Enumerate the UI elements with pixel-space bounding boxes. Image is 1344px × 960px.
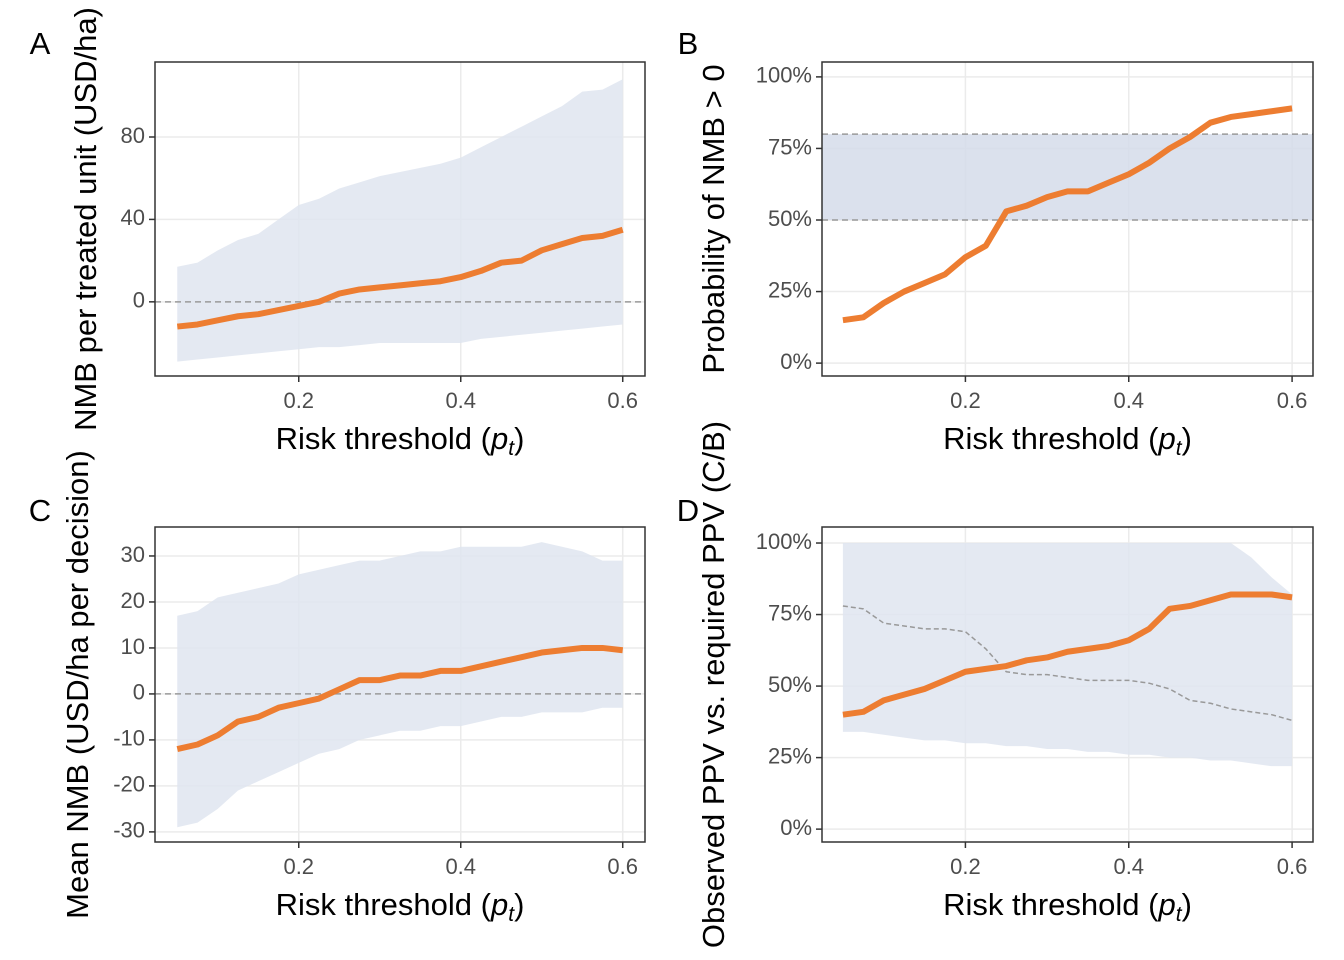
y-tick-label: 0% [780, 349, 812, 374]
panel: -30 -20 -10 0 10 20 30 0.2 0.4 0.6 Risk threshold … [29, 450, 646, 926]
panel-letter: B [678, 26, 699, 61]
x-label-close: ) [514, 421, 524, 456]
x-axis-label: Risk threshold (pt) [943, 421, 1192, 459]
median-line [842, 591, 1293, 718]
y-tick-label: 25% [768, 277, 812, 302]
y-tick-label: 25% [768, 743, 812, 768]
y-axis-label: Observed PPV vs. required PPV (C/B) [696, 421, 731, 948]
y-tick-label: 40 [121, 205, 145, 230]
x-tick-label: 0.2 [950, 388, 981, 413]
x-label-close: ) [1182, 887, 1192, 922]
y-tick-label: 75% [768, 600, 812, 625]
panel-letter: D [677, 493, 699, 528]
x-label-var: p [490, 421, 508, 456]
x-axis-label: Risk threshold (pt) [276, 887, 525, 925]
panel-border [154, 526, 646, 843]
x-tick-label: 0.2 [283, 388, 314, 413]
x-tick-label: 0.4 [1113, 388, 1144, 413]
y-axis-label: Probability of NMB > 0 [696, 64, 731, 373]
panel-letter: A [30, 26, 51, 61]
x-label-text: Risk threshold ( [276, 887, 492, 922]
x-label-text: Risk threshold ( [943, 421, 1159, 456]
x-tick-label: 0.4 [445, 854, 476, 879]
y-tick-label: 75% [768, 134, 812, 159]
median-line [176, 226, 624, 330]
plot-area [822, 62, 1313, 376]
x-tick-label: 0.4 [1113, 854, 1144, 879]
x-label-sub: t [508, 437, 515, 460]
y-tick-label: -20 [113, 772, 145, 797]
x-tick-label: 0.6 [607, 854, 638, 879]
y-tick-label: 50% [768, 206, 812, 231]
uncertainty-band [177, 542, 623, 828]
y-tick-label: 0 [133, 288, 145, 313]
uncertainty-band [177, 79, 623, 362]
median-line [842, 105, 1293, 324]
panel-border [821, 526, 1314, 843]
x-tick-label: 0.2 [283, 854, 314, 879]
y-axis-label: NMB per treated unit (USD/ha) [68, 7, 103, 431]
x-tick-label: 0.2 [950, 854, 981, 879]
x-tick-label: 0.4 [445, 388, 476, 413]
x-label-sub: t [1176, 437, 1183, 460]
panel: 0 40 80 0.2 0.4 0.6 Risk threshold (pt) NMB per… [30, 7, 646, 460]
x-label-close: ) [514, 887, 524, 922]
x-label-sub: t [1176, 903, 1183, 926]
x-label-text: Risk threshold ( [943, 887, 1159, 922]
y-tick-label: 10 [121, 634, 145, 659]
x-tick-label: 0.6 [1277, 854, 1308, 879]
y-tick-label: -10 [113, 726, 145, 751]
x-tick-label: 0.6 [607, 388, 638, 413]
x-label-var: p [490, 887, 508, 922]
x-axis-label: Risk threshold (pt) [943, 887, 1192, 925]
plot-area [822, 527, 1313, 842]
panel-border [821, 61, 1314, 377]
x-label-text: Risk threshold ( [276, 421, 492, 456]
plot-area [155, 527, 645, 842]
y-tick-label: -30 [113, 818, 145, 843]
y-tick-label: 50% [768, 672, 812, 697]
x-label-var: p [1157, 887, 1175, 922]
y-tick-label: 20 [121, 588, 145, 613]
y-tick-label: 0 [133, 680, 145, 705]
x-label-close: ) [1182, 421, 1192, 456]
x-label-var: p [1157, 421, 1175, 456]
y-tick-label: 100% [756, 63, 812, 88]
x-label-sub: t [508, 903, 515, 926]
y-axis-label: Mean NMB (USD/ha per decision) [60, 450, 95, 919]
x-tick-label: 0.6 [1277, 388, 1308, 413]
x-axis-label: Risk threshold (pt) [276, 421, 525, 459]
y-tick-label: 30 [121, 542, 145, 567]
plot-area [155, 62, 645, 376]
panel-letter: C [29, 493, 51, 528]
median-line [176, 644, 624, 753]
y-tick-label: 0% [780, 815, 812, 840]
panel: 0% 25% 50% 75% 100% 0.2 0.4 0.6 Risk threshold (… [677, 421, 1314, 948]
panel: 0% 25% 50% 75% 100% 0.2 0.4 0.6 Risk threshold (… [678, 26, 1314, 460]
y-tick-label: 80 [121, 123, 145, 148]
required-ppv-line [842, 605, 1293, 722]
threshold-span [822, 134, 1313, 221]
y-tick-label: 100% [756, 529, 812, 554]
